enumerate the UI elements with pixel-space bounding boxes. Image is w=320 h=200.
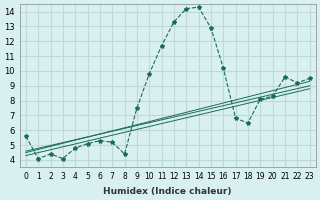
X-axis label: Humidex (Indice chaleur): Humidex (Indice chaleur) — [103, 187, 232, 196]
